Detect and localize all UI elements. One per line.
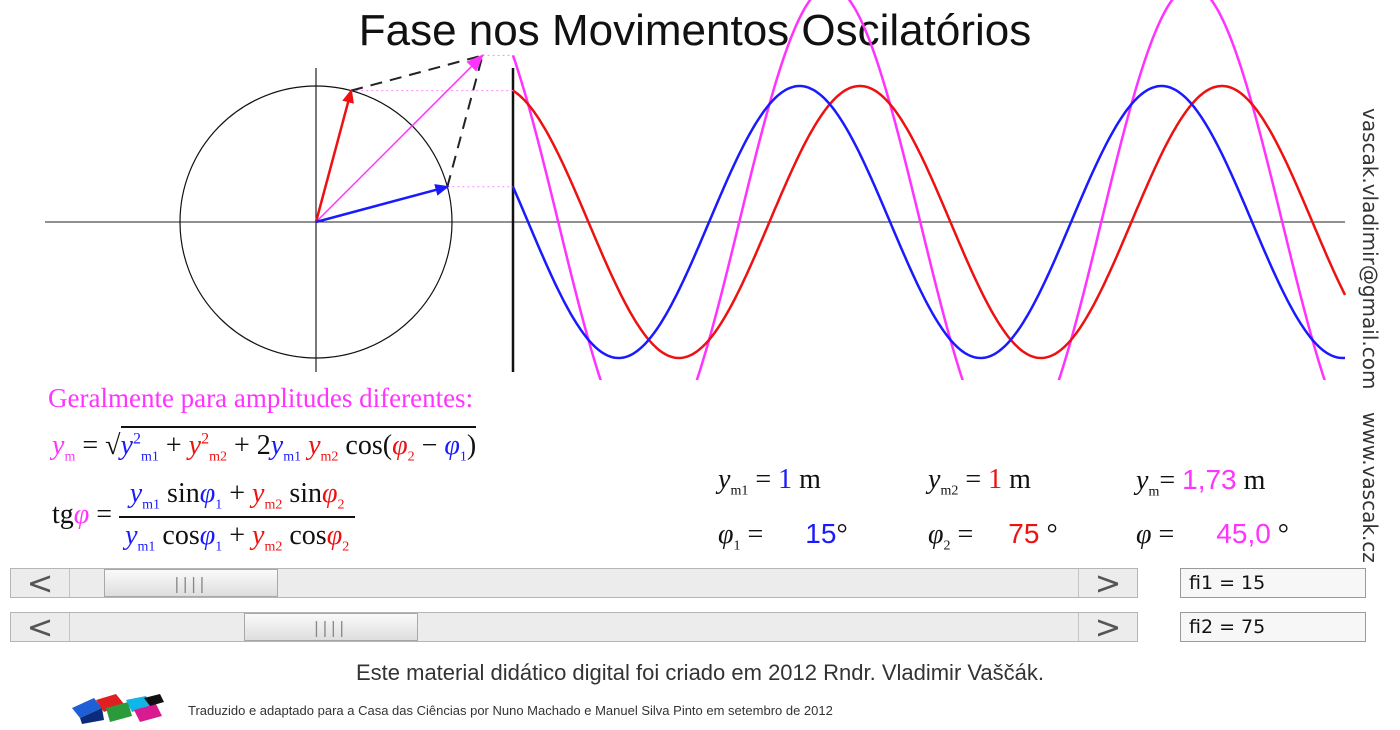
fi1-slider[interactable]: < |||| > — [10, 567, 1138, 599]
oscillation-scene — [45, 0, 1347, 380]
fi2-slider-left-arrow[interactable]: < — [11, 611, 70, 643]
wave-1 — [511, 84, 1346, 360]
fi2-value-field[interactable]: fi2 = 75 — [1180, 612, 1366, 642]
fi1-slider-left-arrow[interactable]: < — [11, 567, 70, 599]
phasor-resultant — [315, 54, 484, 223]
phasor-2 — [314, 88, 354, 223]
wave-resultant — [511, 0, 1326, 380]
translation-credit: Traduzido e adaptado para a Casa das Ciê… — [188, 703, 833, 718]
author-website[interactable]: www.vascak.cz — [1358, 412, 1382, 563]
ym-readout: ym= 1,73 m — [1136, 464, 1266, 500]
fi2-slider-thumb[interactable]: |||| — [243, 613, 418, 641]
fi1-readout: φ1 = 15° — [718, 518, 848, 554]
formula-heading: Geralmente para amplitudes diferentes: — [48, 383, 474, 413]
parallelogram-edge-right — [446, 55, 484, 188]
phasor-1 — [315, 184, 450, 224]
fi2-slider-right-arrow[interactable]: > — [1078, 611, 1137, 643]
fi2-readout: φ2 = 75 ° — [928, 518, 1058, 554]
ym1-readout: ym1 = 1 m — [718, 464, 821, 499]
ym2-readout: ym2 = 1 m — [928, 464, 1031, 499]
fi2-slider[interactable]: < |||| > — [10, 611, 1138, 643]
page-title: Fase nos Movimentos Oscilatórios — [358, 6, 1032, 55]
fi1-slider-right-arrow[interactable]: > — [1078, 567, 1137, 599]
author-email: vascak.vladimir@gmail.com — [1358, 108, 1382, 390]
credit-text: Este material didático digital foi criad… — [355, 660, 1045, 685]
parallelogram-edge-top — [350, 54, 483, 92]
casa-das-ciencias-logo — [72, 694, 164, 724]
fi-readout: φ = 45,0 ° — [1136, 518, 1289, 550]
wave-2 — [512, 84, 1347, 360]
phase-formula: tgφ = ym1 sinφ1 + ym2 sinφ2 ym1 cosφ1 + … — [52, 478, 356, 555]
fi1-value-field[interactable]: fi1 = 15 — [1180, 568, 1366, 598]
reference-circle — [179, 85, 453, 359]
amplitude-formula: ym = √y2m1 + y2m2 + 2ym1 ym2 cos(φ2 − φ1… — [52, 426, 477, 466]
fi1-slider-thumb[interactable]: |||| — [103, 569, 278, 597]
